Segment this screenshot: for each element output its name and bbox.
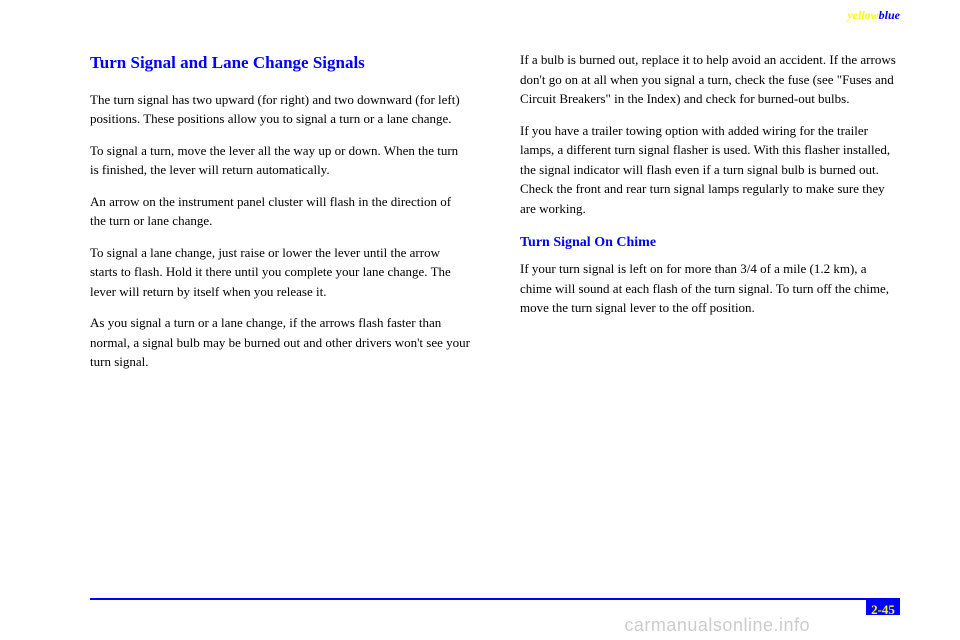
sub-heading: Turn Signal On Chime xyxy=(520,232,900,253)
body-text: To signal a turn, move the lever all the… xyxy=(90,141,470,180)
section-heading: Turn Signal and Lane Change Signals xyxy=(90,50,470,76)
body-text: As you signal a turn or a lane change, i… xyxy=(90,313,470,372)
header-label: yellowblue xyxy=(847,8,900,23)
footer-divider xyxy=(90,598,900,600)
page-number: 2-45 xyxy=(866,602,900,618)
body-text: If a bulb is burned out, replace it to h… xyxy=(520,50,900,109)
body-text: An arrow on the instrument panel cluster… xyxy=(90,192,470,231)
header-blue-text: blue xyxy=(879,8,900,22)
right-column: If a bulb is burned out, replace it to h… xyxy=(520,50,900,384)
body-text: If your turn signal is left on for more … xyxy=(520,259,900,318)
body-text: To signal a lane change, just raise or l… xyxy=(90,243,470,302)
watermark-text: carmanualsonline.info xyxy=(624,615,810,636)
content-area: Turn Signal and Lane Change Signals The … xyxy=(90,50,900,384)
body-text: The turn signal has two upward (for righ… xyxy=(90,90,470,129)
header-yellow-text: yellow xyxy=(847,8,878,22)
left-column: Turn Signal and Lane Change Signals The … xyxy=(90,50,470,384)
body-text: If you have a trailer towing option with… xyxy=(520,121,900,219)
